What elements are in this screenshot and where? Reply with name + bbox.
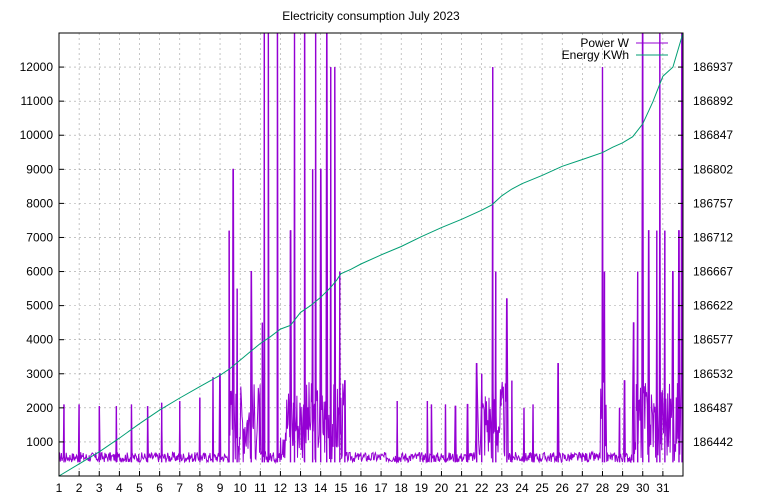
legend: Power W Energy KWh — [562, 36, 668, 62]
x-tick-label: 22 — [475, 481, 489, 495]
ticks: 1 2 3 4 5 6 7 8 9 10 11 12 13 14 15 16 17 18 19 20 21 22 23 24 2… — [20, 60, 734, 495]
x-tick-label: 24 — [515, 481, 529, 495]
x-tick-label: 21 — [455, 481, 469, 495]
y-tick-label-right: 186757 — [693, 196, 733, 210]
y-tick-label-left: 5000 — [26, 299, 53, 313]
x-tick-label: 14 — [314, 481, 328, 495]
y-tick-label-left: 10000 — [20, 128, 54, 142]
x-tick-label: 28 — [596, 481, 610, 495]
y-tick-label-left: 4000 — [26, 333, 53, 347]
x-tick-label: 27 — [576, 481, 590, 495]
grid — [59, 33, 683, 476]
y-tick-label-right: 186532 — [693, 367, 733, 381]
chart-title: Electricity consumption July 2023 — [282, 9, 460, 23]
x-tick-label: 19 — [415, 481, 429, 495]
x-tick-label: 23 — [495, 481, 509, 495]
y-tick-label-left: 2000 — [26, 401, 53, 415]
plot-frame — [58, 32, 684, 477]
y-tick-label-left: 8000 — [26, 196, 53, 210]
x-tick-label: 9 — [217, 481, 224, 495]
y-tick-label-left: 3000 — [26, 367, 53, 381]
x-tick-label: 17 — [374, 481, 388, 495]
power-line — [58, 32, 684, 465]
x-tick-label: 7 — [176, 481, 183, 495]
x-tick-label: 10 — [233, 481, 247, 495]
y-tick-label-left: 11000 — [21, 94, 54, 108]
y-tick-label-right: 186847 — [693, 128, 733, 142]
y-tick-label-right: 186892 — [693, 94, 733, 108]
x-tick-label: 4 — [116, 481, 123, 495]
x-tick-label: 26 — [556, 481, 570, 495]
y-tick-label-right: 186442 — [693, 435, 733, 449]
x-tick-label: 31 — [656, 481, 670, 495]
x-tick-label: 18 — [395, 481, 409, 495]
x-tick-label: 11 — [254, 481, 267, 495]
y-tick-label-left: 9000 — [26, 162, 53, 176]
x-tick-label: 3 — [96, 481, 103, 495]
y-tick-label-left: 6000 — [26, 265, 53, 279]
y-tick-label-right: 186487 — [693, 401, 733, 415]
legend-label-power: Power W — [580, 36, 629, 50]
x-tick-label: 5 — [136, 481, 143, 495]
energy-series — [58, 32, 684, 477]
x-tick-label: 13 — [294, 481, 308, 495]
y-tick-label-right: 186622 — [693, 299, 733, 313]
y-tick-label-left: 7000 — [26, 230, 53, 244]
x-tick-label: 12 — [274, 481, 288, 495]
x-tick-label: 29 — [616, 481, 630, 495]
x-tick-label: 30 — [636, 481, 650, 495]
x-tick-label: 2 — [76, 481, 83, 495]
y-tick-label-right: 186802 — [693, 162, 733, 176]
y-tick-label-left: 12000 — [20, 60, 54, 74]
x-tick-label: 16 — [354, 481, 368, 495]
x-tick-label: 25 — [535, 481, 549, 495]
y-tick-label-right: 186937 — [693, 60, 733, 74]
x-tick-label: 8 — [197, 481, 204, 495]
axes — [58, 32, 684, 477]
legend-label-energy: Energy KWh — [562, 48, 629, 62]
y-tick-label-right: 186667 — [693, 265, 733, 279]
y-tick-label-right: 186577 — [693, 333, 733, 347]
power-series — [58, 32, 684, 465]
x-tick-label: 15 — [334, 481, 348, 495]
y-tick-label-right: 186712 — [693, 230, 733, 244]
y-tick-label-left: 1000 — [26, 435, 53, 449]
energy-line — [58, 32, 684, 477]
x-tick-label: 6 — [156, 481, 163, 495]
x-tick-label: 1 — [56, 481, 63, 495]
x-tick-label: 20 — [435, 481, 449, 495]
